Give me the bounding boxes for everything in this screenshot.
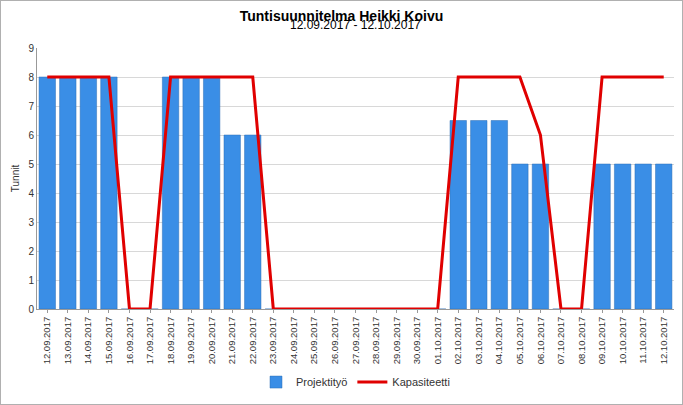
svg-text:10.10.2017: 10.10.2017: [617, 317, 628, 365]
svg-text:Kapasiteetti: Kapasiteetti: [392, 376, 449, 388]
svg-text:3: 3: [28, 217, 34, 228]
svg-text:04.10.2017: 04.10.2017: [493, 317, 504, 365]
svg-text:6: 6: [28, 130, 34, 141]
svg-text:2: 2: [28, 246, 34, 257]
svg-text:22.09.2017: 22.09.2017: [247, 317, 258, 365]
svg-text:09.10.2017: 09.10.2017: [596, 317, 607, 365]
svg-text:05.10.2017: 05.10.2017: [514, 317, 525, 365]
svg-text:03.10.2017: 03.10.2017: [473, 317, 484, 365]
svg-text:12.09.2017: 12.09.2017: [41, 317, 52, 365]
svg-text:1: 1: [28, 275, 34, 286]
svg-text:12.10.2017: 12.10.2017: [658, 317, 669, 365]
svg-text:7: 7: [28, 101, 34, 112]
svg-text:15.09.2017: 15.09.2017: [103, 317, 114, 365]
svg-text:07.10.2017: 07.10.2017: [555, 317, 566, 365]
svg-text:29.09.2017: 29.09.2017: [391, 317, 402, 365]
svg-text:Tuntisuunnitelma Heikki Koivu: Tuntisuunnitelma Heikki Koivu: [240, 8, 444, 24]
svg-text:23.09.2017: 23.09.2017: [267, 317, 278, 365]
svg-text:11.10.2017: 11.10.2017: [637, 317, 648, 364]
svg-text:01.10.2017: 01.10.2017: [432, 317, 443, 365]
svg-text:4: 4: [28, 188, 34, 199]
svg-text:20.09.2017: 20.09.2017: [206, 317, 217, 365]
svg-text:Projektityö: Projektityö: [296, 376, 347, 388]
svg-text:18.09.2017: 18.09.2017: [165, 317, 176, 365]
svg-text:0: 0: [28, 304, 34, 315]
svg-text:5: 5: [28, 159, 34, 170]
svg-text:8: 8: [28, 72, 34, 83]
svg-text:24.09.2017: 24.09.2017: [288, 317, 299, 365]
svg-text:19.09.2017: 19.09.2017: [185, 317, 196, 365]
svg-text:06.10.2017: 06.10.2017: [535, 317, 546, 365]
svg-text:13.09.2017: 13.09.2017: [62, 317, 73, 365]
svg-text:27.09.2017: 27.09.2017: [350, 317, 361, 365]
svg-text:26.09.2017: 26.09.2017: [329, 317, 340, 365]
svg-text:12.09.2017 - 12.10.2017: 12.09.2017 - 12.10.2017: [290, 18, 421, 32]
svg-text:14.09.2017: 14.09.2017: [82, 317, 93, 365]
svg-text:Tunnit: Tunnit: [10, 165, 21, 193]
svg-text:08.10.2017: 08.10.2017: [576, 317, 587, 365]
svg-text:28.09.2017: 28.09.2017: [370, 317, 381, 365]
svg-text:02.10.2017: 02.10.2017: [452, 317, 463, 365]
svg-text:25.09.2017: 25.09.2017: [308, 317, 319, 365]
svg-text:30.09.2017: 30.09.2017: [411, 317, 422, 365]
svg-text:17.09.2017: 17.09.2017: [144, 317, 155, 365]
svg-text:9: 9: [28, 43, 34, 54]
svg-text:21.09.2017: 21.09.2017: [226, 317, 237, 365]
svg-text:16.09.2017: 16.09.2017: [124, 317, 135, 365]
